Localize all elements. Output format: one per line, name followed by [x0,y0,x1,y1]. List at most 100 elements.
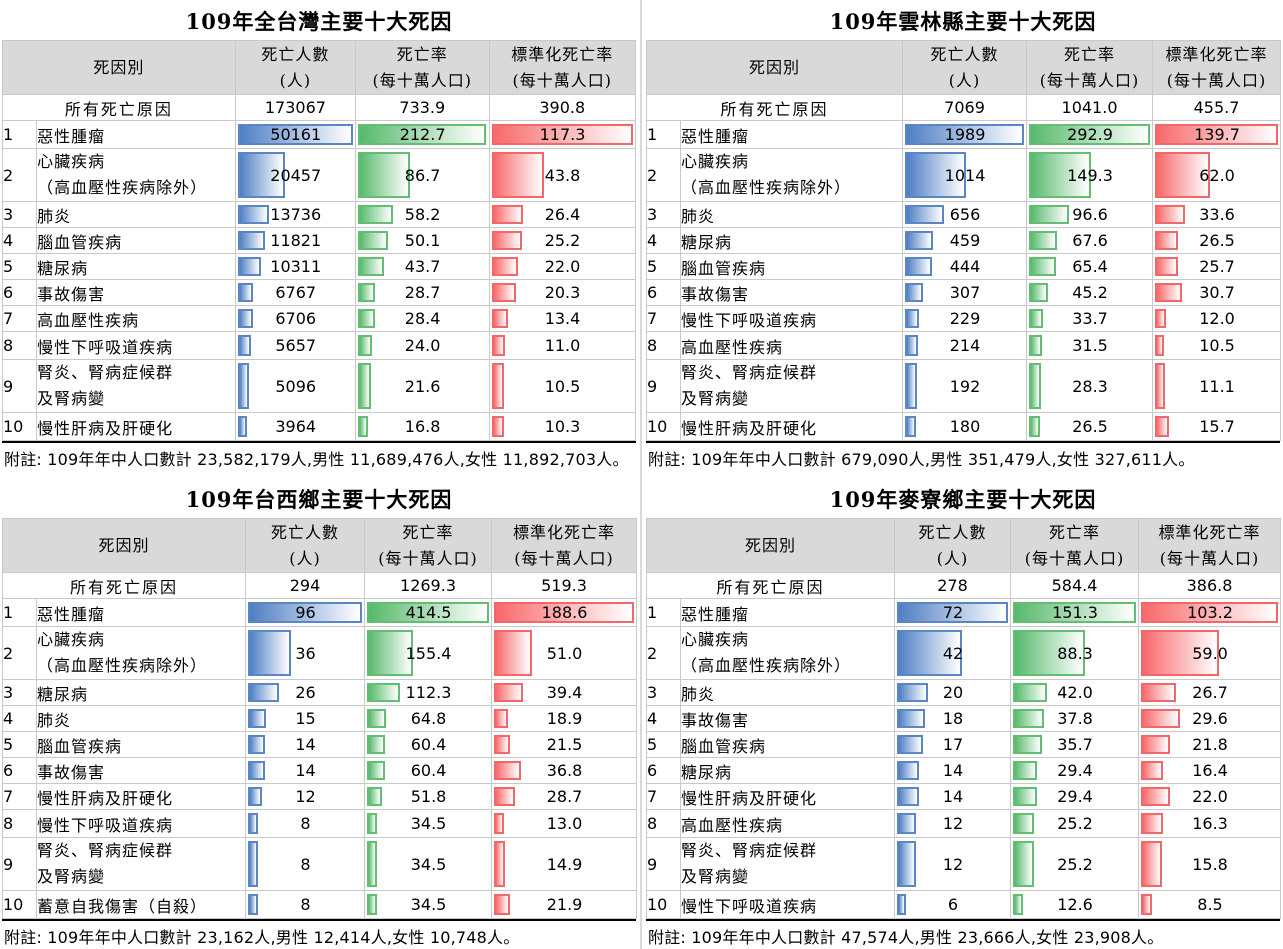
header-row: 死因別 死亡人數 (人) 死亡率 (每十萬人口) 標準化死亡率 (每十萬人口) [645,518,1282,573]
rank-number: 9 [646,837,681,891]
deaths-value: 20 [942,683,964,702]
death-rate-bar [1029,152,1091,198]
rank-number: 5 [1,253,38,280]
std-death-rate-bar [494,602,635,623]
death-rate-value: 31.5 [1072,336,1108,355]
deaths-value: 192 [949,376,981,396]
std-death-rate-value: 11.0 [544,336,581,355]
rank-number: 6 [1,279,38,306]
deaths-cell: 14 [894,783,1012,810]
cause-name: 糖尿病 [679,227,904,254]
deaths-value: 229 [949,309,981,328]
death-rate-value: 45.2 [1072,283,1108,302]
std-death-rate-bar [491,152,545,198]
rank-number: 9 [1,359,38,413]
std-death-rate-cell: 10.3 [488,412,636,441]
deaths-cell: 459 [902,227,1028,254]
cause-name-lines: 腎炎、腎病症候群 及腎病變 [38,839,245,890]
cause-name: 事故傷害 [36,279,236,306]
rank-number: 3 [646,201,681,228]
cause-name: 惡性腫瘤 [36,120,236,149]
std-death-rate-value: 51.0 [546,643,583,663]
death-rate-value: 64.8 [410,709,447,728]
all-causes-std-rate: 519.3 [491,572,638,599]
std-death-rate-bar [494,735,511,754]
cause-name: 心臟疾病 （高血壓性疾病除外） [679,626,896,680]
header-rate-line: (每十萬人口) [378,548,478,568]
table-row: 6 事故傷害 6767 28.7 20.3 [1,279,636,306]
deaths-value: 5657 [275,336,317,355]
cause-name: 慢性下呼吸道疾病 [679,305,904,332]
rank-number: 4 [646,705,681,732]
header-row: 死因別 死亡人數 (人) 死亡率 (每十萬人口) 標準化死亡率 (每十萬人口) [645,40,1282,95]
death-rate-bar [358,124,487,145]
population-footnote: 附註: 109年年中人口數計 23,162人,男性 12,414人,女性 10,… [2,919,636,947]
death-rate-bar [367,683,401,702]
std-death-rate-bar [494,709,509,728]
cause-name-line: 及腎病變 [681,867,750,886]
table-row: 9 腎炎、腎病症候群 及腎病變 8 34.5 14.9 [2,837,638,891]
table-row: 1 惡性腫瘤 50161 212.7 117.3 [1,120,636,149]
std-death-rate-cell: 25.2 [488,227,636,254]
deaths-cell: 1989 [902,120,1028,149]
std-death-rate-value: 21.8 [1192,735,1228,754]
deaths-value: 1989 [944,125,986,144]
header-std-rate: 標準化死亡率 (每十萬人口) [491,518,638,573]
std-death-rate-value: 29.6 [1192,709,1228,728]
std-death-rate-cell: 103.2 [1138,598,1282,627]
deaths-value: 5096 [275,376,317,396]
cause-name-line: （高血壓性疾病除外） [681,178,852,197]
header-std-rate-line: (每十萬人口) [514,548,614,568]
rank-number: 8 [646,809,681,838]
deaths-cell: 50161 [234,120,357,149]
deaths-cell: 12 [894,837,1012,891]
population-footnote: 附註: 109年年中人口數計 23,582,179人,男性 11,689,476… [2,441,636,469]
header-rate-line: (每十萬人口) [1039,70,1140,90]
deaths-bar [897,761,919,780]
table-row: 10 慢性下呼吸道疾病 6 12.6 8.5 [646,890,1282,919]
table-row: 7 慢性下呼吸道疾病 229 33.7 12.0 [646,305,1282,332]
deaths-bar [897,813,916,834]
cause-name: 高血壓性疾病 [679,809,896,838]
rank-number: 5 [646,253,681,280]
deaths-bar [237,283,254,302]
std-death-rate-bar [491,231,522,250]
table-row: 3 肺炎 13736 58.2 26.4 [1,201,636,228]
rank-number: 6 [2,757,37,784]
death-rate-value: 28.4 [404,309,441,328]
all-causes-deaths: 173067 [234,94,357,121]
deaths-cell: 12 [894,809,1012,838]
std-death-rate-value: 139.7 [1194,125,1240,144]
rank-number: 10 [1,412,38,441]
death-rate-value: 50.1 [404,231,441,250]
deaths-cell: 5096 [234,359,357,413]
deaths-cell: 5657 [234,331,357,360]
rank-number: 2 [1,148,38,202]
death-rate-value: 88.3 [1057,643,1093,663]
std-death-rate-value: 36.8 [546,761,583,780]
deaths-value: 11821 [270,231,322,250]
deaths-bar [237,152,285,198]
death-rate-cell: 414.5 [364,598,493,627]
std-death-rate-cell: 16.4 [1138,757,1282,784]
death-rate-cell: 50.1 [355,227,490,254]
deaths-bar [905,205,945,224]
std-death-rate-cell: 30.7 [1152,279,1282,306]
std-death-rate-cell: 21.8 [1138,731,1282,758]
deaths-cell: 13736 [234,201,357,228]
all-causes-row: 所有死亡原因 294 1269.3 519.3 [1,572,638,599]
header-deaths: 死亡人數 (人) [234,40,357,95]
table-row: 6 事故傷害 14 60.4 36.8 [2,757,638,784]
death-rate-value: 37.8 [1057,709,1093,728]
deaths-bar [905,363,917,409]
cause-name-lines: 心臟疾病 （高血壓性疾病除外） [682,628,894,679]
header-std-rate-line: 標準化死亡率 [1165,44,1268,64]
death-rate-value: 43.7 [404,257,441,276]
death-rate-cell: 51.8 [364,783,493,810]
std-death-rate-cell: 21.9 [491,890,638,919]
death-rate-cell: 292.9 [1026,120,1154,149]
header-deaths-line: (人) [948,70,981,90]
std-death-rate-cell: 29.6 [1138,705,1282,732]
rank-number: 10 [2,890,37,919]
death-rate-bar [367,709,387,728]
